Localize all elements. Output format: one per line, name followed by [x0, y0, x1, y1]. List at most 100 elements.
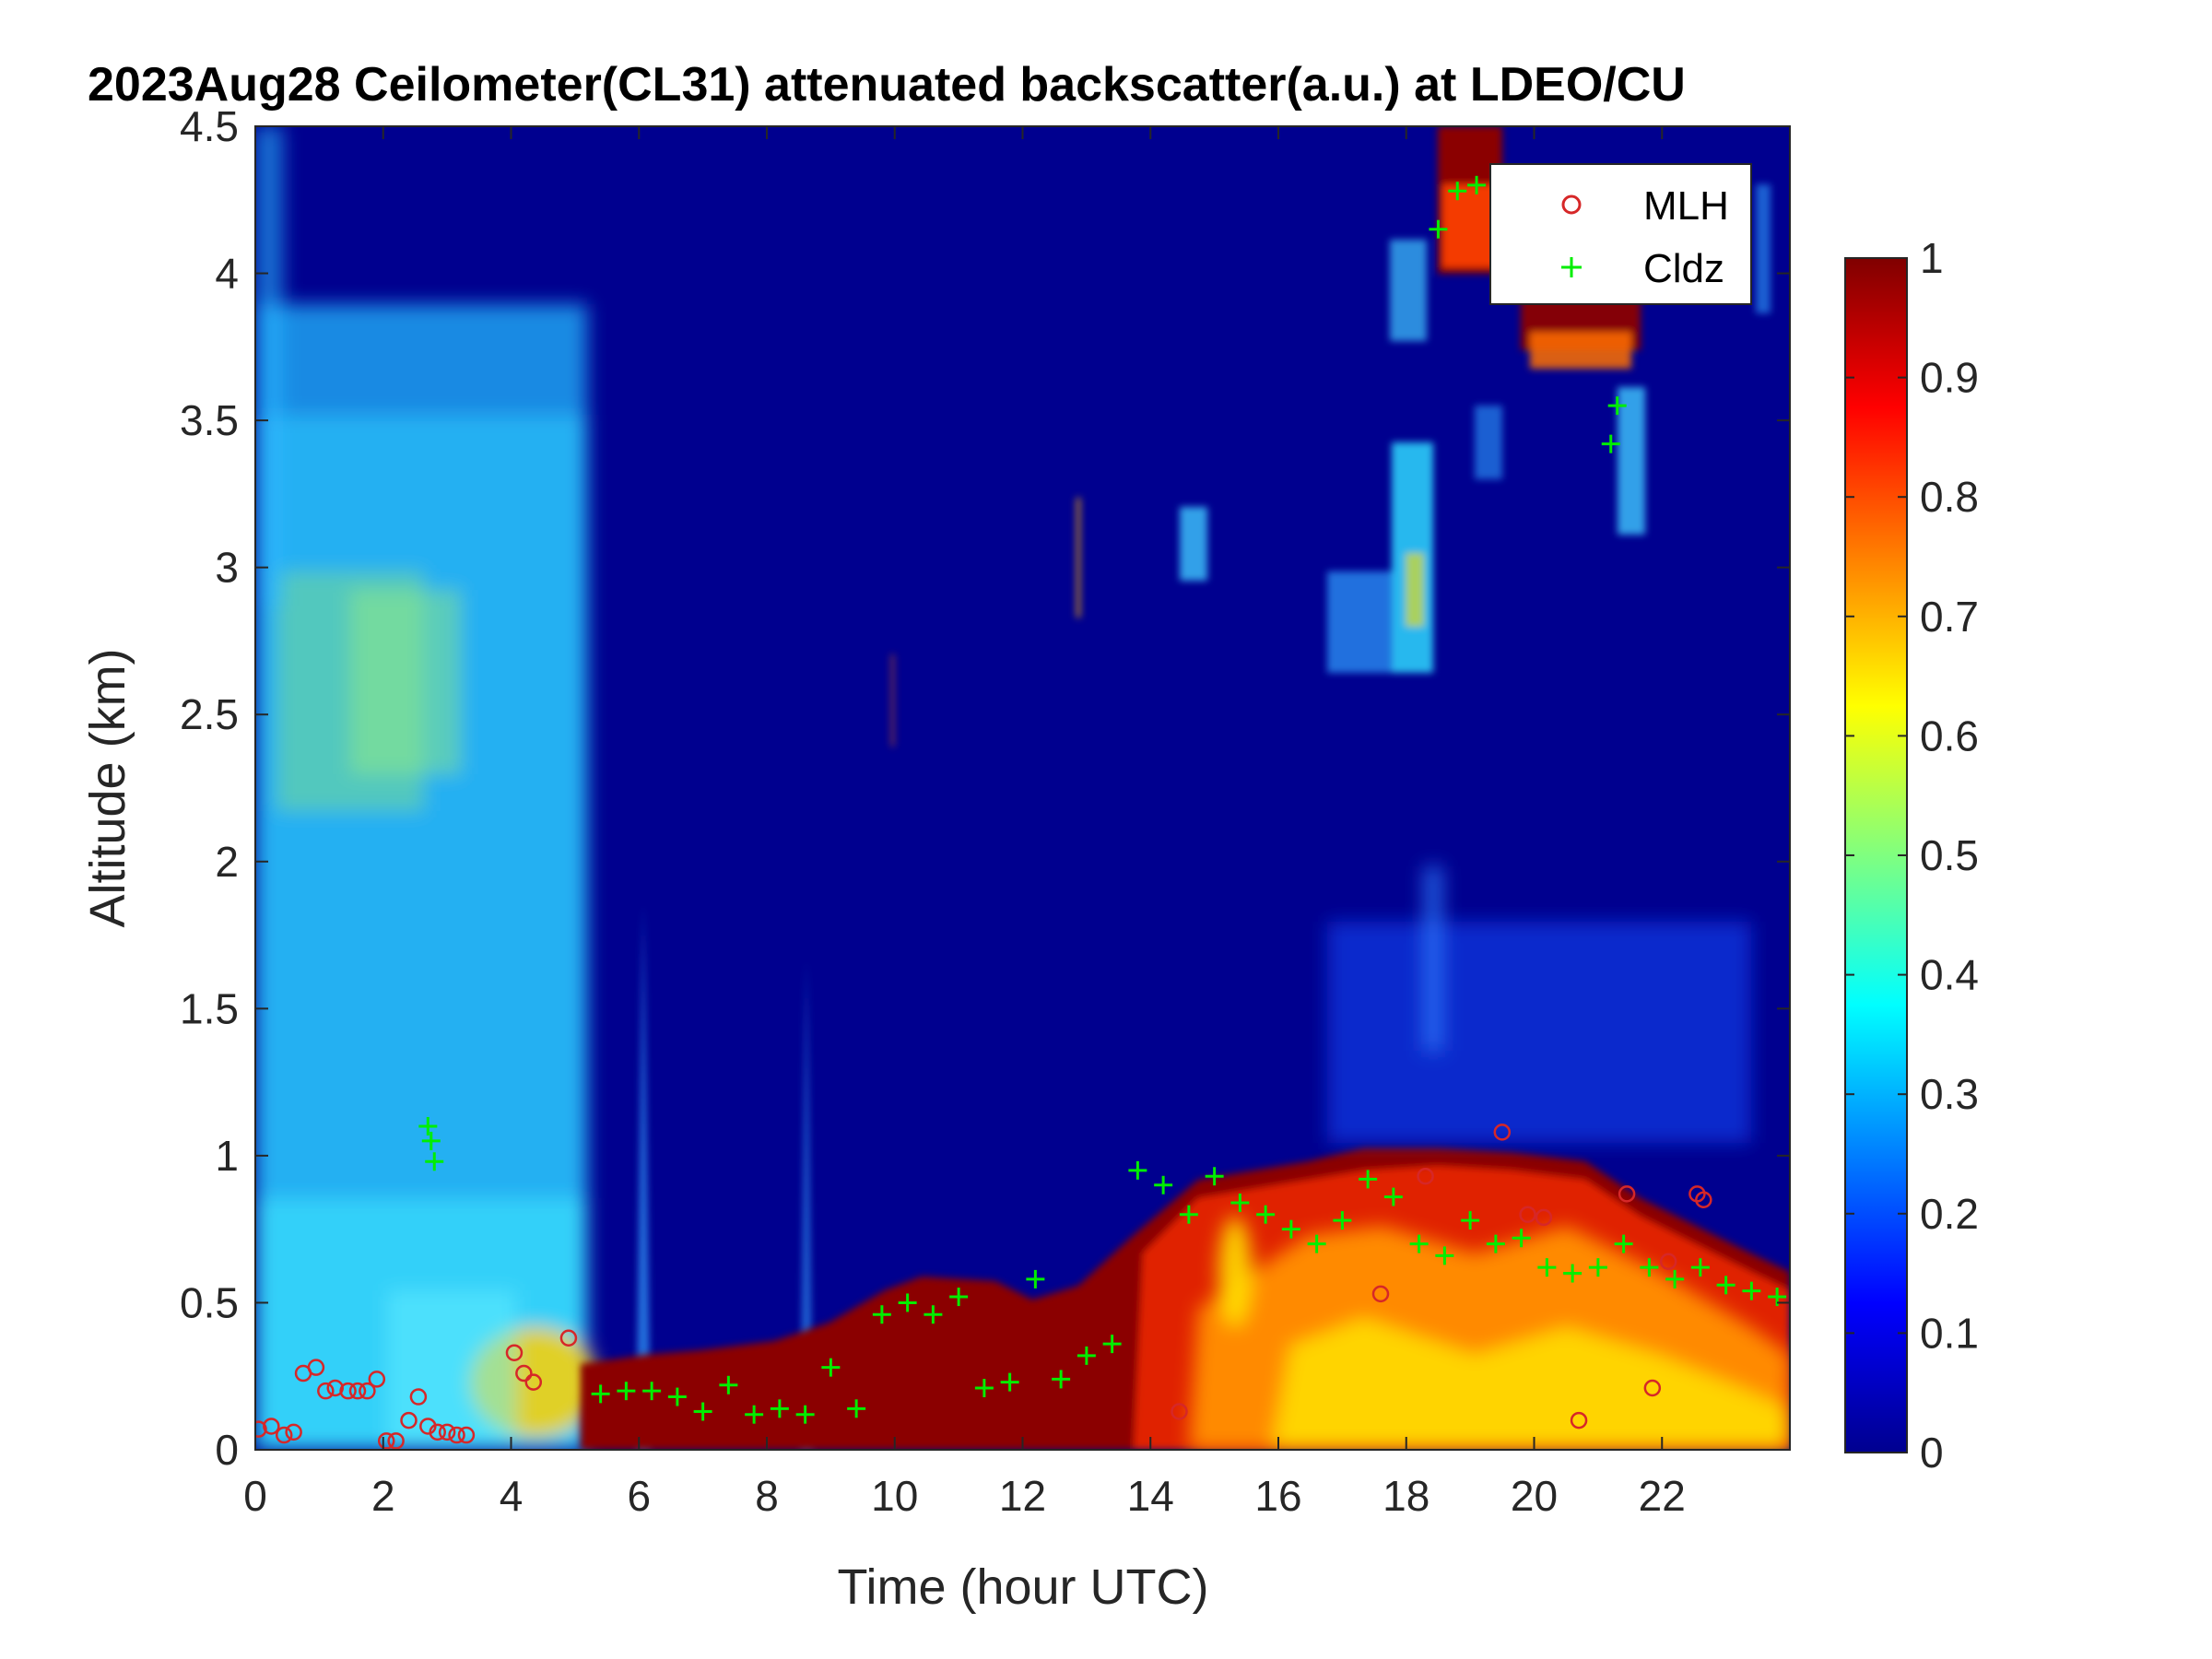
y-tick-label: 2	[215, 838, 239, 886]
cldz-point	[1256, 1205, 1276, 1224]
cldz-point	[1467, 175, 1487, 194]
mlh-point	[368, 1371, 386, 1388]
mlh-point	[1695, 1191, 1712, 1209]
cldz-point	[1614, 1234, 1633, 1253]
legend-box	[1489, 163, 1752, 305]
cldz-point	[1205, 1167, 1224, 1186]
mlh-point	[505, 1344, 524, 1361]
cldz-point	[770, 1399, 789, 1418]
cldz-point	[898, 1293, 917, 1312]
legend-cldz-marker	[1561, 257, 1582, 277]
cldz-point	[719, 1375, 738, 1394]
mlh-point	[1171, 1403, 1188, 1420]
y-tick-label: 2.5	[180, 690, 239, 738]
colorbar-tick-label: 0.3	[1920, 1070, 1979, 1118]
colorbar-tick-label: 0.6	[1920, 712, 1979, 759]
colorbar-tick-label: 1	[1920, 234, 1944, 282]
mlh-point	[524, 1373, 543, 1391]
mlh-point	[515, 1364, 533, 1382]
x-tick-label: 0	[243, 1472, 267, 1520]
mlh-point	[255, 1420, 267, 1438]
cldz-point	[1154, 1175, 1173, 1194]
mlh-point	[359, 1382, 376, 1400]
colorbar-tick-label: 0.9	[1920, 354, 1979, 402]
mlh-point	[457, 1426, 476, 1444]
mlh-point	[307, 1359, 325, 1376]
series-mlh	[255, 1124, 1712, 1450]
cldz-point	[1307, 1234, 1326, 1253]
legend-mlh-marker	[1561, 194, 1582, 215]
cldz-point	[1230, 1193, 1250, 1212]
cldz-point	[1640, 1258, 1659, 1277]
cldz-point	[949, 1288, 969, 1307]
mlh-point	[448, 1426, 465, 1444]
mlh-point	[409, 1388, 428, 1406]
mlh-point	[1618, 1185, 1636, 1203]
mlh-point	[1519, 1206, 1536, 1223]
chart-title: 2023Aug28 Ceilometer(CL31) attenuated ba…	[88, 58, 1686, 112]
x-tick-label: 12	[999, 1472, 1046, 1520]
y-tick-label: 1.5	[180, 984, 239, 1032]
colorbar: 0 0.1 0.2 0.3 0.4 0.5 0.6 0.7 0.8 0.9 1	[1844, 234, 1979, 1477]
cldz-point	[1716, 1276, 1735, 1295]
x-tick-label: 10	[871, 1472, 918, 1520]
colorbar-tick-label: 0.1	[1920, 1309, 1979, 1357]
y-axis: 0 0.5 1 1.5 2 2.5 3 3.5 4 4.5	[180, 102, 1790, 1474]
mlh-point	[559, 1329, 578, 1347]
colorbar-tick-label: 0.7	[1920, 593, 1979, 641]
cldz-point	[418, 1116, 438, 1135]
mlh-point	[1659, 1253, 1677, 1271]
legend-cldz-label: Cldz	[1643, 246, 1724, 291]
colorbar-tick-label: 0.2	[1920, 1190, 1979, 1238]
series-cldz	[418, 175, 1787, 1424]
mlh-point	[326, 1379, 344, 1397]
cldz-point	[795, 1405, 815, 1424]
cldz-point	[1461, 1211, 1480, 1230]
cldz-point	[821, 1358, 841, 1377]
cldz-point	[591, 1384, 610, 1404]
cldz-point	[1486, 1234, 1505, 1253]
mlh-point	[377, 1432, 395, 1450]
y-tick-label: 3	[215, 544, 239, 592]
cldz-point	[1179, 1205, 1198, 1224]
colorbar-tick-label: 0	[1920, 1429, 1944, 1477]
heatmap-field	[255, 126, 1790, 1450]
mlh-point	[400, 1411, 418, 1430]
cldz-point	[1512, 1229, 1531, 1248]
x-tick-label: 8	[755, 1472, 779, 1520]
mlh-point	[285, 1423, 302, 1441]
y-tick-label: 4.5	[180, 102, 239, 150]
colorbar-tick-label: 0.5	[1920, 831, 1979, 879]
cldz-point	[1537, 1258, 1557, 1277]
cldz-point	[1333, 1211, 1352, 1230]
y-tick-label: 0.5	[180, 1278, 239, 1326]
cldz-point	[1077, 1346, 1096, 1365]
mlh-point	[348, 1382, 367, 1400]
mlh-point	[1371, 1285, 1390, 1303]
cldz-point	[1000, 1372, 1019, 1392]
x-tick-label: 18	[1382, 1472, 1430, 1520]
x-axis: 0 2 4 6 8 10 12 14 16 18 20 22	[243, 126, 1686, 1520]
cldz-point	[1383, 1187, 1403, 1206]
cldz-point	[1128, 1160, 1147, 1180]
x-axis-label: Time (hour UTC)	[837, 1559, 1208, 1615]
y-tick-label: 3.5	[180, 396, 239, 444]
mlh-point	[1643, 1379, 1662, 1397]
mlh-point	[1570, 1411, 1588, 1430]
cldz-point	[425, 1152, 444, 1171]
cldz-point	[1607, 396, 1627, 416]
mlh-point	[317, 1382, 335, 1400]
mlh-point	[387, 1432, 405, 1450]
cldz-point	[872, 1305, 891, 1324]
cldz-point	[1359, 1170, 1378, 1189]
cldz-point	[1601, 434, 1620, 453]
cldz-point	[1281, 1219, 1300, 1239]
cldz-point	[1588, 1258, 1607, 1277]
cldz-point	[1742, 1281, 1761, 1300]
cldz-point	[617, 1382, 636, 1401]
cldz-point	[1409, 1234, 1429, 1253]
cldz-point	[1690, 1258, 1710, 1277]
colorbar-tick-label: 0.8	[1920, 473, 1979, 521]
y-axis-label: Altitude (km)	[80, 648, 135, 927]
